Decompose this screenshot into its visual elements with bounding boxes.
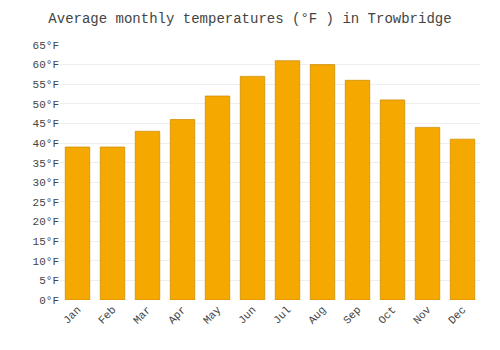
- svg-text:Sep: Sep: [341, 304, 363, 326]
- svg-text:Average monthly temperatures (: Average monthly temperatures (°F ) in Tr…: [48, 11, 451, 27]
- svg-text:65°F: 65°F: [33, 40, 59, 52]
- svg-text:25°F: 25°F: [33, 197, 59, 209]
- svg-text:Feb: Feb: [96, 304, 118, 326]
- svg-text:0°F: 0°F: [39, 295, 59, 307]
- svg-text:Mar: Mar: [131, 304, 153, 326]
- svg-text:60°F: 60°F: [33, 59, 59, 71]
- svg-text:Aug: Aug: [306, 304, 328, 326]
- svg-text:Dec: Dec: [446, 304, 468, 326]
- svg-text:55°F: 55°F: [33, 79, 59, 91]
- svg-text:15°F: 15°F: [33, 236, 59, 248]
- svg-text:45°F: 45°F: [33, 118, 59, 130]
- svg-text:Nov: Nov: [411, 304, 434, 327]
- svg-text:40°F: 40°F: [33, 138, 59, 150]
- svg-text:5°F: 5°F: [39, 275, 59, 287]
- svg-text:Apr: Apr: [166, 304, 188, 326]
- svg-text:Oct: Oct: [376, 304, 398, 326]
- svg-text:May: May: [201, 304, 224, 327]
- svg-text:50°F: 50°F: [33, 99, 59, 111]
- svg-text:Jun: Jun: [236, 304, 258, 326]
- svg-text:Jan: Jan: [61, 304, 83, 326]
- svg-text:20°F: 20°F: [33, 216, 59, 228]
- svg-text:30°F: 30°F: [33, 177, 59, 189]
- svg-text:35°F: 35°F: [33, 158, 59, 170]
- svg-text:10°F: 10°F: [33, 256, 59, 268]
- svg-text:Jul: Jul: [271, 304, 293, 326]
